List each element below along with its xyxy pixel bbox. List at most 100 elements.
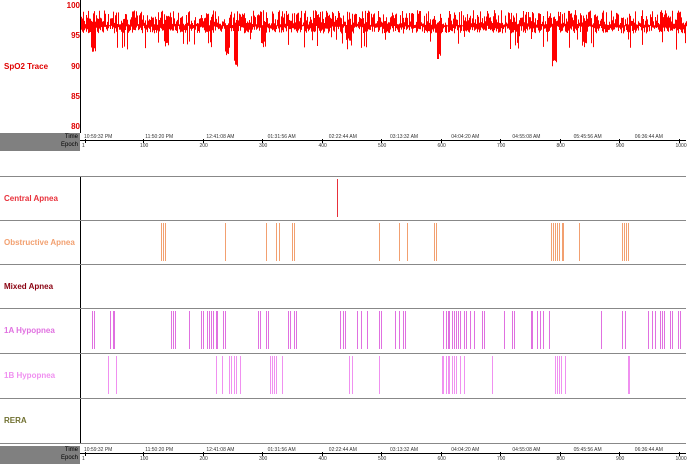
event-marker[interactable] bbox=[579, 223, 580, 261]
event-marker[interactable] bbox=[229, 356, 230, 394]
event-marker[interactable] bbox=[660, 311, 661, 349]
event-marker[interactable] bbox=[672, 311, 673, 349]
event-marker[interactable] bbox=[454, 311, 455, 349]
event-marker[interactable] bbox=[680, 311, 681, 349]
event-marker[interactable] bbox=[448, 356, 449, 394]
event-marker[interactable] bbox=[482, 311, 483, 349]
event-marker[interactable] bbox=[557, 223, 558, 261]
event-marker[interactable] bbox=[655, 311, 656, 349]
event-marker[interactable] bbox=[343, 311, 344, 349]
event-marker[interactable] bbox=[189, 311, 190, 349]
event-marker[interactable] bbox=[561, 356, 562, 394]
event-marker[interactable] bbox=[464, 356, 465, 394]
event-marker[interactable] bbox=[452, 311, 453, 349]
event-marker[interactable] bbox=[240, 356, 241, 394]
event-marker[interactable] bbox=[628, 356, 629, 394]
event-marker[interactable] bbox=[92, 311, 93, 349]
event-marker[interactable] bbox=[94, 311, 95, 349]
event-marker[interactable] bbox=[456, 356, 457, 394]
event-marker[interactable] bbox=[452, 356, 453, 394]
event-marker[interactable] bbox=[460, 356, 461, 394]
time-axis-bottom[interactable]: 10:59:32 PM 11:50:20 PM 12:41:08 AM 01:31:5… bbox=[80, 446, 687, 464]
event-marker[interactable] bbox=[628, 223, 629, 261]
event-marker[interactable] bbox=[678, 311, 679, 349]
event-marker[interactable] bbox=[294, 223, 295, 261]
event-marker[interactable] bbox=[231, 356, 232, 394]
event-marker[interactable] bbox=[361, 311, 362, 349]
event-marker[interactable] bbox=[648, 311, 649, 349]
event-marker[interactable] bbox=[349, 356, 350, 394]
event-marker[interactable] bbox=[203, 311, 204, 349]
event-marker[interactable] bbox=[466, 311, 467, 349]
event-marker[interactable] bbox=[514, 311, 515, 349]
event-marker[interactable] bbox=[209, 311, 210, 349]
event-marker[interactable] bbox=[294, 311, 295, 349]
event-marker[interactable] bbox=[460, 311, 461, 349]
event-marker[interactable] bbox=[557, 356, 558, 394]
event-marker[interactable] bbox=[352, 356, 353, 394]
event-marker[interactable] bbox=[266, 311, 267, 349]
event-marker[interactable] bbox=[555, 356, 556, 394]
event-marker[interactable] bbox=[201, 311, 202, 349]
event-marker[interactable] bbox=[442, 356, 443, 394]
event-marker[interactable] bbox=[622, 311, 623, 349]
event-marker[interactable] bbox=[216, 356, 217, 394]
event-marker[interactable] bbox=[405, 311, 406, 349]
event-marker[interactable] bbox=[624, 223, 625, 261]
event-marker[interactable] bbox=[492, 356, 493, 394]
event-marker[interactable] bbox=[357, 311, 358, 349]
event-marker[interactable] bbox=[165, 223, 166, 261]
event-marker[interactable] bbox=[504, 311, 505, 349]
event-marker[interactable] bbox=[216, 311, 217, 349]
event-marker[interactable] bbox=[110, 311, 111, 349]
hypopnea-1b-track[interactable] bbox=[80, 354, 687, 398]
event-marker[interactable] bbox=[449, 311, 450, 349]
event-marker[interactable] bbox=[173, 311, 174, 349]
event-marker[interactable] bbox=[345, 311, 346, 349]
event-marker[interactable] bbox=[446, 356, 447, 394]
event-marker[interactable] bbox=[113, 311, 114, 349]
event-marker[interactable] bbox=[207, 311, 208, 349]
event-marker[interactable] bbox=[474, 311, 475, 349]
event-marker[interactable] bbox=[161, 223, 162, 261]
event-marker[interactable] bbox=[225, 311, 226, 349]
event-marker[interactable] bbox=[114, 311, 115, 349]
event-marker[interactable] bbox=[565, 356, 566, 394]
event-marker[interactable] bbox=[274, 356, 275, 394]
event-marker[interactable] bbox=[340, 311, 341, 349]
event-marker[interactable] bbox=[268, 311, 269, 349]
event-marker[interactable] bbox=[559, 223, 560, 261]
event-marker[interactable] bbox=[379, 311, 380, 349]
event-marker[interactable] bbox=[434, 223, 435, 261]
event-marker[interactable] bbox=[601, 311, 602, 349]
event-marker[interactable] bbox=[629, 356, 630, 394]
event-marker[interactable] bbox=[276, 356, 277, 394]
event-marker[interactable] bbox=[540, 311, 541, 349]
rera-track[interactable] bbox=[80, 399, 687, 443]
event-marker[interactable] bbox=[436, 223, 437, 261]
event-marker[interactable] bbox=[217, 311, 218, 349]
event-marker[interactable] bbox=[108, 356, 109, 394]
event-marker[interactable] bbox=[555, 223, 556, 261]
event-marker[interactable] bbox=[282, 356, 283, 394]
event-marker[interactable] bbox=[337, 179, 338, 217]
event-marker[interactable] bbox=[171, 311, 172, 349]
event-marker[interactable] bbox=[551, 223, 552, 261]
event-marker[interactable] bbox=[163, 223, 164, 261]
event-marker[interactable] bbox=[537, 311, 538, 349]
event-marker[interactable] bbox=[225, 223, 226, 261]
event-marker[interactable] bbox=[272, 356, 273, 394]
event-marker[interactable] bbox=[448, 311, 449, 349]
event-marker[interactable] bbox=[270, 356, 271, 394]
event-marker[interactable] bbox=[484, 311, 485, 349]
event-marker[interactable] bbox=[236, 356, 237, 394]
event-marker[interactable] bbox=[543, 311, 544, 349]
event-marker[interactable] bbox=[562, 223, 563, 261]
event-marker[interactable] bbox=[399, 311, 400, 349]
event-marker[interactable] bbox=[395, 311, 396, 349]
event-marker[interactable] bbox=[290, 311, 291, 349]
event-marker[interactable] bbox=[549, 311, 550, 349]
event-marker[interactable] bbox=[464, 311, 465, 349]
event-marker[interactable] bbox=[211, 311, 212, 349]
time-axis-top[interactable]: 10:59:32 PM 11:50:20 PM 12:41:08 AM 01:31:5… bbox=[80, 133, 687, 151]
